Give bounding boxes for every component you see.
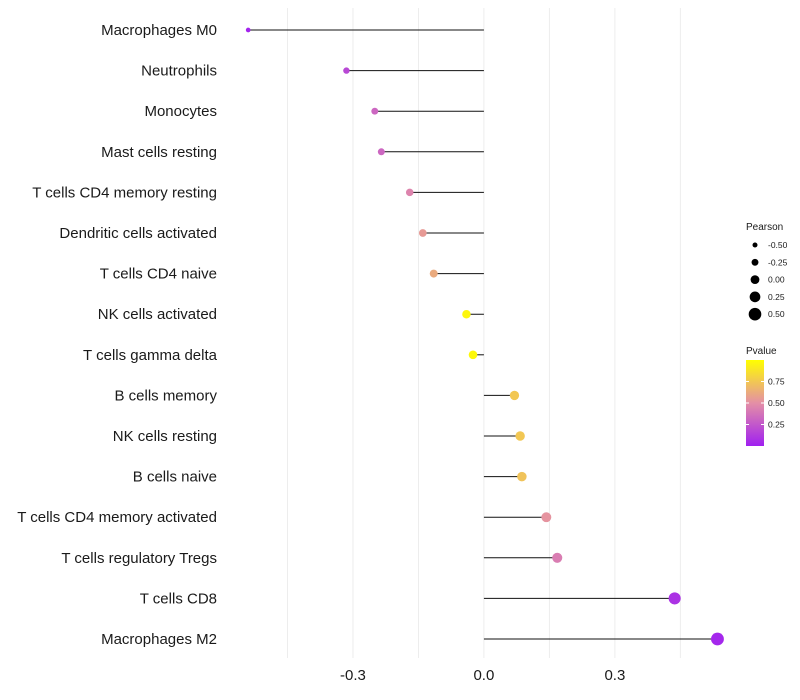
size-legend-key xyxy=(752,242,758,248)
data-point xyxy=(468,350,478,360)
data-point xyxy=(343,67,350,74)
category-label: B cells memory xyxy=(114,387,217,404)
color-legend-ticks: 0.25 0.50 0.75 xyxy=(746,377,785,430)
points xyxy=(245,27,724,646)
data-point xyxy=(515,431,525,441)
data-point xyxy=(245,27,251,33)
size-legend-label: -0.25 xyxy=(768,257,788,267)
size-legend-label: 0.00 xyxy=(768,275,785,285)
category-label: NK cells activated xyxy=(98,306,217,323)
size-legend-key xyxy=(750,275,760,284)
category-label: T cells gamma delta xyxy=(83,347,218,364)
category-label: NK cells resting xyxy=(113,428,217,445)
data-point xyxy=(377,148,385,156)
category-label: Mast cells resting xyxy=(101,144,217,161)
color-legend-label: 0.25 xyxy=(768,420,785,430)
color-legend-label: 0.75 xyxy=(768,377,785,387)
color-legend-label: 0.50 xyxy=(768,398,785,408)
grid xyxy=(287,8,681,658)
color-legend-title: Pvalue xyxy=(746,346,777,357)
size-legend-key xyxy=(749,291,761,303)
data-point xyxy=(429,269,438,278)
category-label: B cells naive xyxy=(133,469,217,486)
x-tick-label: 0.0 xyxy=(473,667,494,684)
data-point xyxy=(462,309,471,319)
data-point xyxy=(668,592,681,605)
x-axis-ticks: -0.3 0.0 0.3 xyxy=(340,667,625,684)
category-label: T cells CD4 memory activated xyxy=(17,509,217,526)
data-point xyxy=(711,632,724,646)
data-point xyxy=(517,471,527,482)
category-label: T cells regulatory Tregs xyxy=(61,550,217,567)
x-tick-label: 0.3 xyxy=(604,667,625,684)
data-point xyxy=(371,107,379,115)
category-label: Monocytes xyxy=(144,103,217,120)
size-legend-key xyxy=(748,307,762,321)
category-label: Macrophages M0 xyxy=(101,22,217,39)
data-point xyxy=(418,229,427,237)
category-label: Dendritic cells activated xyxy=(59,225,217,242)
size-legend: -0.50 -0.25 0.00 0.25 0.50 xyxy=(748,240,788,321)
size-legend-label: 0.25 xyxy=(768,292,785,302)
color-legend-bar xyxy=(746,360,764,446)
category-label: T cells CD8 xyxy=(140,590,217,607)
size-legend-label: 0.50 xyxy=(768,309,785,319)
category-label: T cells CD4 naive xyxy=(100,266,217,283)
data-point xyxy=(405,188,414,197)
x-tick-label: -0.3 xyxy=(340,667,366,684)
legend: Pearson -0.50 -0.25 0.00 0.25 0.50 Pvalue 0.… xyxy=(746,222,788,446)
category-label: T cells CD4 memory resting xyxy=(32,184,217,201)
y-axis-labels: Macrophages M0 Neutrophils Monocytes Mast c… xyxy=(17,22,217,648)
category-label: Macrophages M2 xyxy=(101,631,217,648)
stems xyxy=(248,29,718,640)
data-point xyxy=(552,552,563,563)
data-point xyxy=(541,512,552,523)
size-legend-title: Pearson xyxy=(746,222,783,233)
category-label: Neutrophils xyxy=(141,63,217,80)
size-legend-label: -0.50 xyxy=(768,240,788,250)
data-point xyxy=(509,390,520,401)
size-legend-key xyxy=(751,258,759,266)
